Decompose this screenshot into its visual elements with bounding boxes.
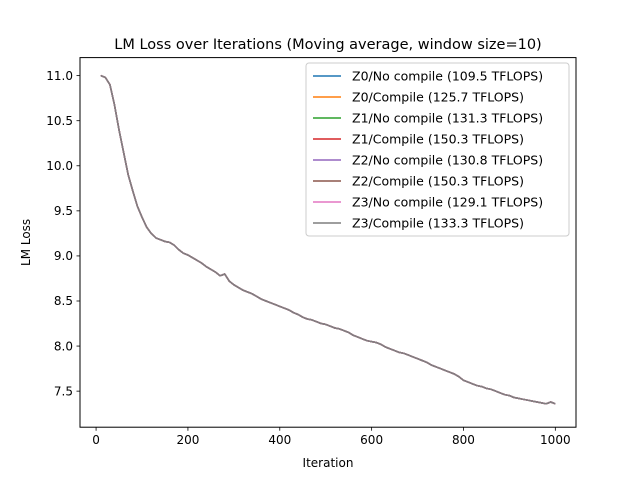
chart-title: LM Loss over Iterations (Moving average,… xyxy=(114,37,541,53)
plot-frame xyxy=(79,57,577,428)
x-tick-label: 1000 xyxy=(540,433,571,447)
y-tick-label: 9.5 xyxy=(54,204,73,218)
y-axis-label: LM Loss xyxy=(19,219,33,266)
legend-label-6: Z3/No compile (129.1 TFLOPS) xyxy=(352,195,543,210)
legend-label-4: Z2/No compile (130.8 TFLOPS) xyxy=(352,153,543,168)
x-tick-label: 200 xyxy=(176,433,199,447)
legend-label-5: Z2/Compile (150.3 TFLOPS) xyxy=(352,174,524,189)
legend-label-1: Z0/Compile (125.7 TFLOPS) xyxy=(352,90,524,105)
y-tick-label: 8.5 xyxy=(54,294,73,308)
legend-box xyxy=(305,62,570,237)
series-line-7 xyxy=(100,74,556,405)
y-tick-label: 9.0 xyxy=(54,249,73,263)
legend-label-3: Z1/Compile (150.3 TFLOPS) xyxy=(352,132,524,147)
legend: Z0/No compile (109.5 TFLOPS) Z0/Compile (… xyxy=(305,62,570,237)
x-tick-label: 600 xyxy=(360,433,383,447)
series-lines xyxy=(100,74,556,405)
y-tick-label: 10.0 xyxy=(46,159,73,173)
x-tick-label: 800 xyxy=(452,433,475,447)
y-tick-label: 10.5 xyxy=(46,114,73,128)
legend-label-7: Z3/Compile (133.3 TFLOPS) xyxy=(352,216,524,231)
y-tick-label: 8.0 xyxy=(54,339,73,353)
y-tick-label: 11.0 xyxy=(46,69,73,83)
x-tick-label: 0 xyxy=(92,433,100,447)
y-axis-ticks: 7.5 8.0 8.5 9.0 9.5 10.0 10.5 11.0 xyxy=(46,69,80,398)
x-axis-label: Iteration xyxy=(303,456,354,470)
x-axis-ticks: 0 200 400 600 800 1000 xyxy=(92,427,571,447)
y-tick-label: 7.5 xyxy=(54,384,73,398)
legend-label-0: Z0/No compile (109.5 TFLOPS) xyxy=(352,69,543,84)
x-tick-label: 400 xyxy=(268,433,291,447)
legend-label-2: Z1/No compile (131.3 TFLOPS) xyxy=(352,111,543,126)
